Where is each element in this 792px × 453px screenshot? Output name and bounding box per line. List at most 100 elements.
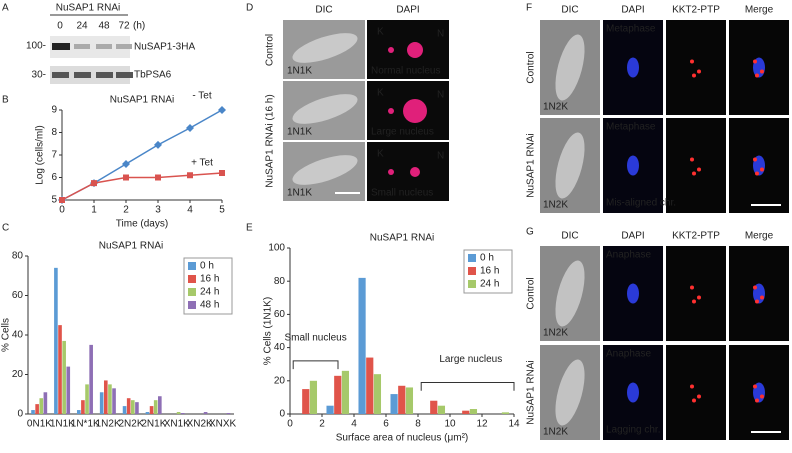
micrograph — [666, 345, 726, 440]
row-group: Control — [265, 34, 276, 66]
column-header: Merge — [745, 5, 774, 16]
y-tick-label: 9 — [51, 105, 57, 116]
point — [186, 124, 194, 132]
bar — [103, 380, 108, 414]
point — [123, 174, 129, 181]
panel-letter: G — [526, 227, 534, 238]
kinetochore — [692, 171, 696, 176]
bar — [180, 413, 185, 414]
band — [96, 44, 112, 49]
band-label: TbPSA6 — [134, 70, 172, 81]
kinetoplast — [388, 108, 394, 114]
bar — [89, 344, 93, 414]
label-n: N — [437, 151, 444, 162]
bar — [131, 400, 135, 414]
x-tick-label: 14 — [508, 419, 520, 430]
band — [74, 72, 91, 78]
column-header: DIC — [561, 5, 578, 16]
x-tick-label: 0 — [59, 205, 65, 216]
legend-label: 16 h — [200, 274, 219, 285]
x-axis-label: Surface area of nucleus (μm²) — [336, 433, 468, 444]
lane-label: 24 — [76, 21, 88, 32]
band — [116, 44, 132, 49]
point — [218, 106, 226, 114]
kinetochore — [755, 398, 759, 403]
bar — [135, 402, 139, 414]
band — [74, 44, 90, 49]
stage-label: 1N2K — [543, 328, 568, 339]
kinetochore — [697, 295, 701, 300]
point — [187, 172, 193, 179]
bar — [62, 340, 66, 414]
bar — [398, 385, 406, 414]
y-tick-label: 0 — [279, 409, 285, 420]
kinetochore — [753, 384, 757, 389]
nucleus — [403, 99, 427, 123]
y-tick-label: 60 — [274, 309, 286, 320]
row-group: NuSAP1 RNAi — [526, 133, 537, 197]
x-tick-label: 2N1K — [141, 419, 166, 430]
kinetochore — [697, 167, 701, 172]
point — [219, 170, 225, 176]
x-tick-label: 0 — [287, 419, 293, 430]
micrograph — [666, 20, 726, 115]
bar — [326, 405, 334, 414]
x-tick-label: 2 — [123, 205, 129, 216]
legend-swatch — [188, 262, 196, 270]
blot-title: NuSAP1 RNAi — [56, 3, 120, 14]
cell — [292, 94, 358, 124]
kinetoplast — [388, 169, 394, 175]
cell — [555, 132, 585, 199]
bar — [203, 412, 208, 414]
point — [154, 140, 162, 149]
chart-title: NuSAP1 RNAi — [99, 241, 163, 252]
y-tick-label: 5 — [51, 195, 57, 206]
caption: Small nucleus — [371, 188, 433, 199]
marker: 30- — [32, 70, 46, 81]
kinetochore — [690, 285, 694, 290]
panel-letter: C — [2, 223, 9, 234]
point — [155, 174, 161, 181]
kinetoplast — [388, 47, 394, 53]
y-tick-label: 20 — [274, 375, 286, 386]
bracket — [420, 381, 515, 391]
legend-swatch — [188, 288, 196, 296]
band — [52, 43, 70, 50]
y-tick-label: 8 — [51, 127, 57, 138]
label-k: K — [377, 27, 384, 38]
column-header: DIC — [315, 5, 332, 16]
caption: Large nucleus — [371, 127, 434, 138]
band-label: NuSAP1-3HA — [134, 42, 195, 53]
bar — [469, 409, 478, 414]
panel-letter: B — [2, 95, 9, 106]
x-axis-label: Time (days) — [116, 219, 168, 230]
y-tick-label: 80 — [12, 251, 24, 262]
nucleus — [627, 155, 639, 176]
bar — [430, 400, 438, 414]
column-header: DAPI — [621, 231, 644, 242]
x-tick-label: 2N2K — [118, 419, 143, 430]
lane-unit: (h) — [133, 21, 145, 32]
stage-label: 1N2K — [543, 102, 568, 113]
y-axis-label: % Cells (1N1K) — [263, 297, 274, 365]
x-tick-label: 4 — [187, 205, 193, 216]
x-tick-label: 1N*1K — [71, 419, 100, 430]
y-tick-label: 40 — [274, 342, 286, 353]
phase-label: Anaphase — [606, 349, 651, 360]
kinetochore — [755, 299, 759, 304]
kinetochore — [697, 69, 701, 74]
y-axis-label: % Cells — [1, 318, 12, 352]
bar — [302, 389, 310, 414]
cell — [555, 34, 585, 101]
bar — [341, 370, 350, 414]
bar — [66, 366, 71, 414]
annotation: Large nucleus — [439, 354, 502, 365]
micrograph — [666, 118, 726, 213]
column-header: KKT2-PTP — [672, 231, 720, 242]
bar — [176, 412, 181, 414]
label-n: N — [437, 29, 444, 40]
kinetochore — [692, 73, 696, 78]
bar — [99, 392, 104, 414]
bar — [43, 392, 48, 414]
column-header: KKT2-PTP — [672, 5, 720, 16]
